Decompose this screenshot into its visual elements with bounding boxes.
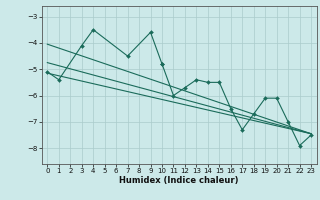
X-axis label: Humidex (Indice chaleur): Humidex (Indice chaleur) xyxy=(119,176,239,185)
